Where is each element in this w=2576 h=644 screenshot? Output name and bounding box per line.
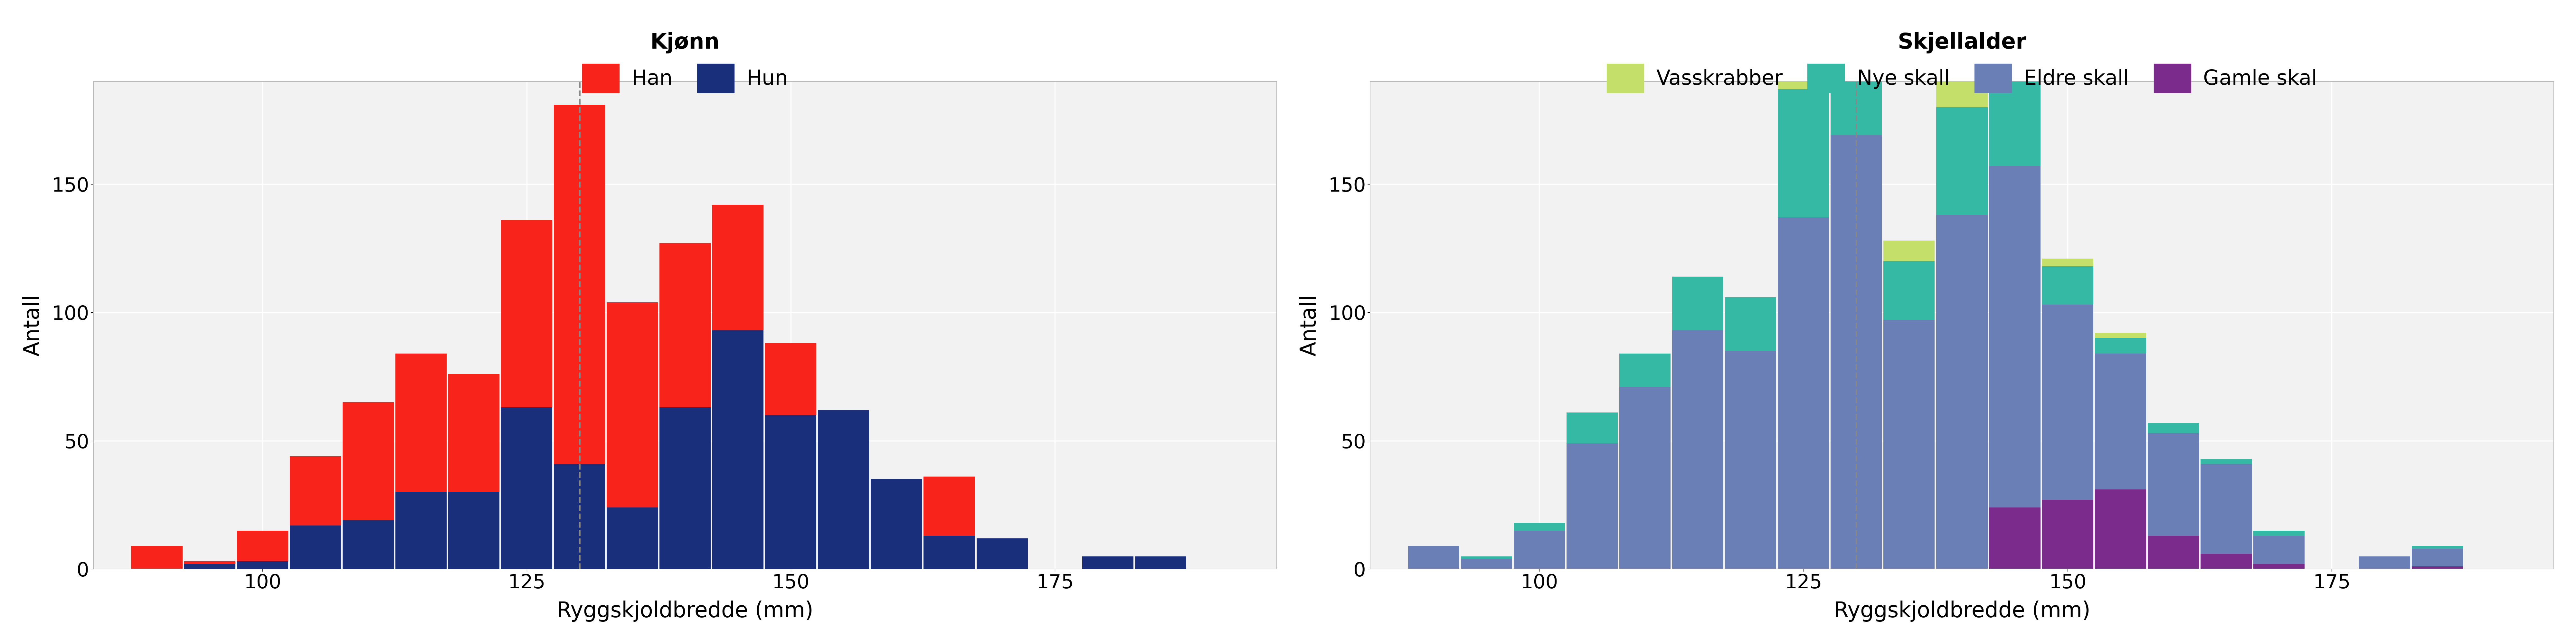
Bar xyxy=(1989,28,2040,59)
Bar xyxy=(500,408,551,569)
Y-axis label: Antall: Antall xyxy=(23,294,44,356)
Bar xyxy=(2043,500,2094,569)
Bar xyxy=(2094,354,2146,569)
Bar xyxy=(2254,531,2306,536)
Bar xyxy=(183,564,234,569)
Bar xyxy=(608,302,657,569)
Bar xyxy=(871,479,922,569)
Bar xyxy=(1461,559,1512,569)
Bar xyxy=(1082,556,1133,569)
Bar xyxy=(1883,320,1935,569)
Bar xyxy=(659,408,711,569)
Bar xyxy=(2043,266,2094,305)
Bar xyxy=(1777,59,1829,90)
Legend: Han, Hun: Han, Hun xyxy=(574,24,796,101)
Bar xyxy=(2411,546,2463,549)
Bar xyxy=(1136,556,1185,569)
Bar xyxy=(448,374,500,569)
Bar xyxy=(554,464,605,569)
Bar xyxy=(2094,333,2146,338)
Bar xyxy=(2200,459,2251,464)
Bar xyxy=(1832,0,1883,33)
Bar xyxy=(2094,338,2146,354)
Bar xyxy=(714,205,762,569)
Bar xyxy=(1937,107,1989,215)
Bar xyxy=(2148,433,2200,569)
Bar xyxy=(2200,464,2251,569)
Bar xyxy=(343,520,394,569)
Bar xyxy=(131,546,183,569)
Bar xyxy=(925,536,974,569)
Bar xyxy=(1989,59,2040,166)
Bar xyxy=(2043,305,2094,569)
Bar xyxy=(289,526,340,569)
Bar xyxy=(1566,443,1618,569)
Bar xyxy=(1409,546,1458,569)
Bar xyxy=(237,531,289,569)
Bar xyxy=(1515,523,1566,531)
Bar xyxy=(289,456,340,569)
Bar xyxy=(2411,549,2463,569)
Bar xyxy=(659,243,711,569)
Bar xyxy=(554,104,605,569)
Bar xyxy=(976,538,1028,569)
Bar xyxy=(871,479,922,569)
Bar xyxy=(1136,556,1185,569)
Bar xyxy=(714,330,762,569)
X-axis label: Ryggskjoldbredde (mm): Ryggskjoldbredde (mm) xyxy=(556,600,814,621)
Bar xyxy=(394,354,446,569)
Bar xyxy=(1989,507,2040,569)
Bar xyxy=(2254,564,2306,569)
Bar xyxy=(608,507,657,569)
Bar xyxy=(1989,166,2040,569)
Bar xyxy=(819,413,868,569)
Bar xyxy=(1566,413,1618,443)
Bar xyxy=(448,492,500,569)
Bar xyxy=(343,402,394,569)
Bar xyxy=(1726,297,1777,351)
Legend: Vasskrabber, Nye skall, Eldre skall, Gamle skal: Vasskrabber, Nye skall, Eldre skall, Gam… xyxy=(1600,24,2326,101)
Bar xyxy=(183,562,234,569)
Bar xyxy=(2148,423,2200,433)
Bar xyxy=(1937,82,1989,107)
Bar xyxy=(2094,489,2146,569)
Bar xyxy=(1832,33,1883,135)
Bar xyxy=(2411,567,2463,569)
Bar xyxy=(1672,276,1723,330)
Bar xyxy=(1620,387,1672,569)
Bar xyxy=(237,562,289,569)
Bar xyxy=(1461,556,1512,559)
Y-axis label: Antall: Antall xyxy=(1298,294,1321,356)
Bar xyxy=(765,343,817,569)
Bar xyxy=(2148,536,2200,569)
Bar xyxy=(394,492,446,569)
Bar xyxy=(1672,330,1723,569)
Bar xyxy=(1515,531,1566,569)
Bar xyxy=(500,220,551,569)
Bar xyxy=(1832,135,1883,569)
Bar xyxy=(2254,536,2306,569)
Bar xyxy=(819,410,868,569)
Bar xyxy=(976,556,1028,569)
Bar xyxy=(2043,259,2094,266)
Bar xyxy=(2360,556,2411,569)
Bar xyxy=(1777,90,1829,218)
Bar xyxy=(1883,241,1935,261)
Bar xyxy=(2200,554,2251,569)
Bar xyxy=(925,477,974,569)
Bar xyxy=(1883,261,1935,320)
Bar xyxy=(1777,218,1829,569)
Bar xyxy=(1937,215,1989,569)
X-axis label: Ryggskjoldbredde (mm): Ryggskjoldbredde (mm) xyxy=(1834,600,2089,621)
Bar xyxy=(1726,351,1777,569)
Bar xyxy=(1620,354,1672,387)
Bar xyxy=(765,415,817,569)
